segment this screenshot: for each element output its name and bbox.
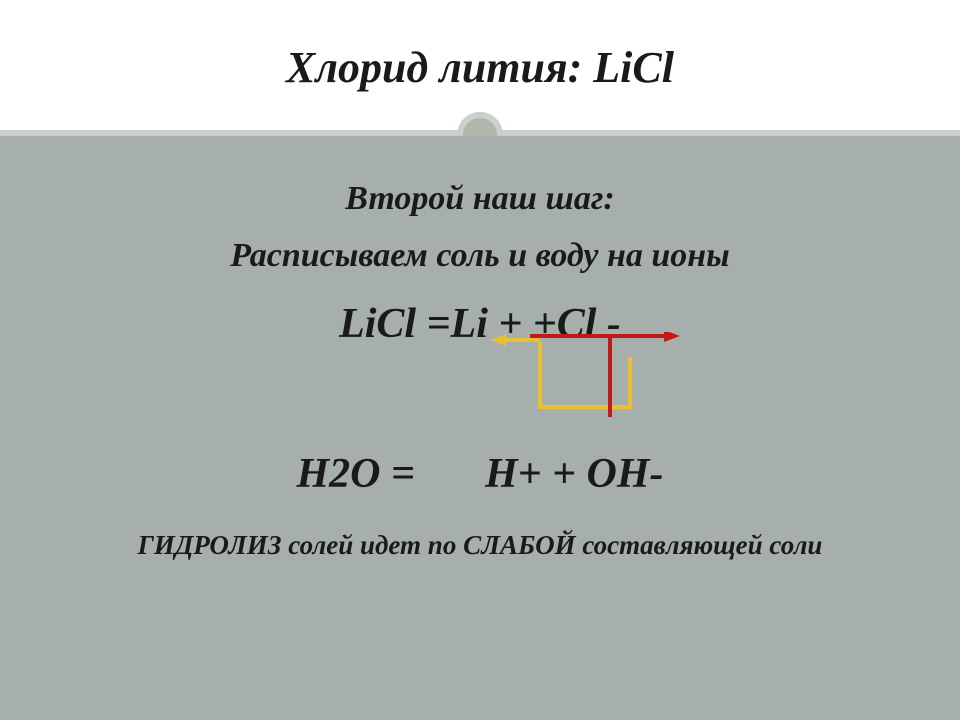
page-title: Хлорид лития: LiCl bbox=[286, 42, 674, 93]
equation-2: H2O = H+ + OH- bbox=[0, 449, 960, 499]
footnote: ГИДРОЛИЗ солей идет по СЛАБОЙ составляющ… bbox=[0, 529, 960, 561]
body-area: Второй наш шаг: Расписываем соль и воду … bbox=[0, 136, 960, 720]
equation-1-text: LiCl =Li + +Cl - bbox=[339, 301, 621, 347]
slide: Хлорид лития: LiCl Второй наш шаг: Распи… bbox=[0, 0, 960, 720]
equation-2-rhs: H+ + OH- bbox=[485, 451, 664, 497]
equation-2-lhs: H2O = bbox=[297, 451, 415, 497]
subtitle-2: Расписываем соль и воду на ионы bbox=[0, 236, 960, 277]
equation-1: LiCl =Li + +Cl - bbox=[0, 299, 960, 349]
subtitle-1: Второй наш шаг: bbox=[0, 179, 960, 220]
